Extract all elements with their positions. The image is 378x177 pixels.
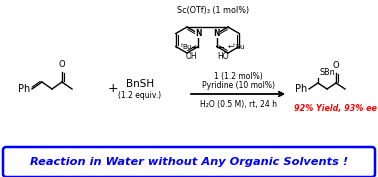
Text: Reaction in Water without Any Organic Solvents !: Reaction in Water without Any Organic So… [30,157,348,167]
Text: SBn: SBn [319,68,335,77]
Text: BnSH: BnSH [126,79,154,89]
Text: HO: HO [217,52,229,61]
Text: H₂O (0.5 M), rt, 24 h: H₂O (0.5 M), rt, 24 h [200,99,276,109]
Text: ←$^t$Bu: ←$^t$Bu [227,41,245,52]
Text: Ph: Ph [295,84,307,94]
Text: Pyridine (10 mol%): Pyridine (10 mol%) [201,81,274,90]
Text: O: O [333,61,339,70]
Text: N: N [214,29,220,38]
Text: Sc(OTf)₃ (1 mol%): Sc(OTf)₃ (1 mol%) [177,6,249,15]
Text: O: O [59,60,65,69]
Text: $^t$Bu: $^t$Bu [180,41,193,52]
Text: Ph: Ph [18,84,30,94]
Text: +: + [108,82,118,96]
FancyBboxPatch shape [3,147,375,177]
Text: 92% Yield, 93% ee: 92% Yield, 93% ee [294,104,376,113]
Text: 1 (1.2 mol%): 1 (1.2 mol%) [214,73,262,81]
Text: OH: OH [186,52,197,61]
Text: N: N [195,29,201,38]
Text: (1.2 equiv.): (1.2 equiv.) [118,90,161,99]
